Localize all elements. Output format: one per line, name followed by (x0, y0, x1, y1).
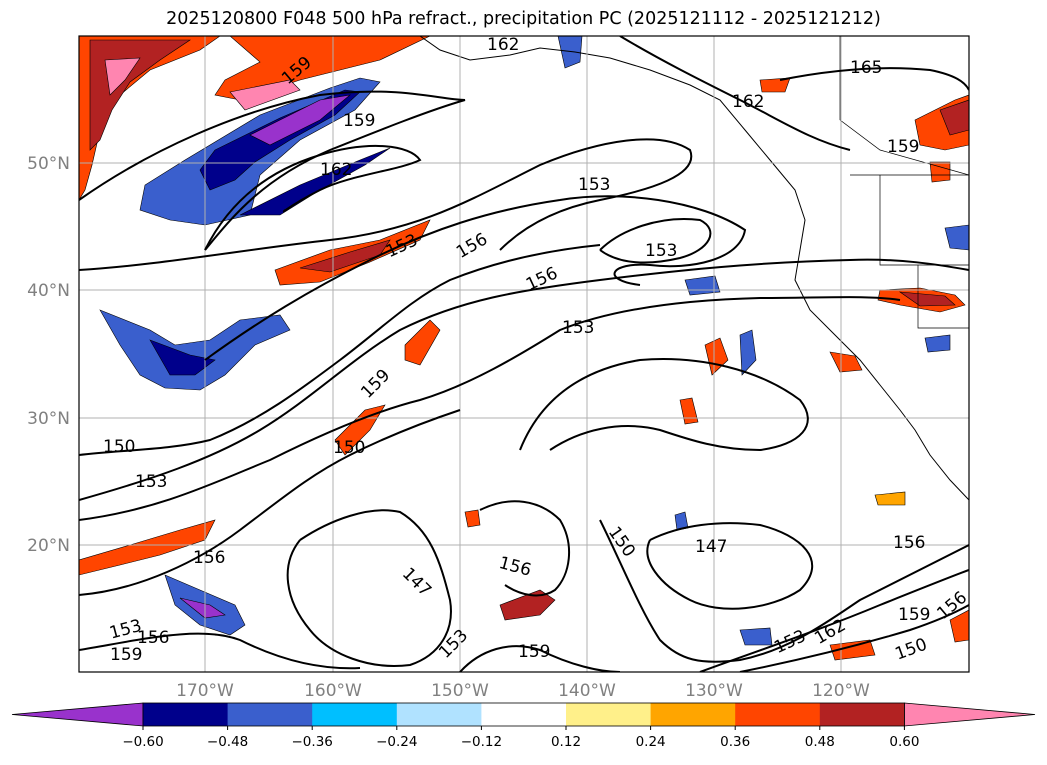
lat-label: 40°N (27, 281, 70, 301)
lat-label: 30°N (27, 409, 70, 429)
contour-label: 150 (103, 437, 135, 457)
colorbar-tick-label: 0.60 (889, 734, 919, 750)
gridlines (79, 36, 969, 672)
lat-label-group: 50°N 40°N 30°N 20°N (27, 154, 70, 556)
negative-field-e2 (739, 329, 757, 376)
refractivity-contours (79, 36, 969, 672)
contour-label: 156 (193, 548, 225, 568)
colorbar-extend-low (11, 702, 144, 727)
colorbar (11, 702, 1036, 727)
positive-field-nw2-peak (229, 79, 301, 111)
negative-field-sw-peak (179, 597, 226, 619)
positive-field-se2 (949, 609, 969, 643)
contour-label: 156 (137, 628, 169, 648)
colorbar-tick-label: −0.60 (122, 734, 163, 750)
map-title: 2025120800 F048 500 hPa refract., precip… (166, 9, 881, 29)
contour-label: 153 (135, 472, 167, 492)
colorbar-cell (143, 703, 229, 726)
positive-field-south (499, 589, 556, 621)
lon-label: 170°W (176, 681, 234, 701)
colorbar-cell (566, 703, 652, 726)
coastlines (419, 36, 969, 501)
lat-label: 20°N (27, 536, 70, 556)
lat-label: 50°N (27, 154, 70, 174)
positive-field-e4 (704, 337, 729, 376)
negative-field-west (99, 309, 291, 391)
colorbar-cell (481, 703, 567, 726)
colorbar-extend-high (904, 702, 1036, 727)
positive-field-se3 (874, 491, 906, 506)
contour-label: 159 (518, 642, 550, 662)
positive-field-nw-peak (104, 57, 141, 96)
contour-label: 150 (333, 438, 365, 458)
colorbar-tick-label: 0.36 (720, 734, 750, 750)
colorbar-cell (227, 703, 313, 726)
negative-field-e3 (924, 334, 951, 353)
lon-label: 160°W (304, 681, 362, 701)
colorbar-tick-group: −0.60 −0.48 −0.36 −0.24 −0.12 0.12 0.24 0.36 0.4… (122, 726, 919, 750)
positive-field-e3 (829, 351, 863, 373)
contour-label: 165 (850, 58, 882, 78)
colorbar-border (142, 702, 905, 727)
contour-label: 159 (110, 645, 142, 665)
colorbar-cell (650, 703, 736, 726)
colorbar-tick-label: 0.24 (636, 734, 666, 750)
colorbar-tick-label: −0.36 (292, 734, 333, 750)
contour-label: 162 (320, 160, 352, 180)
contour-label: 153 (645, 241, 677, 261)
contour-label: 162 (487, 35, 519, 55)
colorbar-tick-label: 0.12 (551, 734, 581, 750)
contour-label: 153 (562, 318, 594, 338)
colorbar-cell (735, 703, 821, 726)
map-frame (78, 35, 970, 673)
colorbar-tick-label: 0.48 (805, 734, 835, 750)
colorbar-cell (312, 703, 398, 726)
lon-label-group: 170°W 160°W 150°W 140°W 130°W 120°W (176, 681, 870, 701)
positive-field-3 (404, 319, 441, 366)
positive-field-ne-core (939, 99, 969, 136)
colorbar-tick-label: −0.48 (207, 734, 248, 750)
negative-field-e4 (944, 224, 969, 251)
colorbar-tick-label: −0.24 (376, 734, 417, 750)
lon-label: 140°W (558, 681, 616, 701)
contour-label: 147 (695, 537, 727, 557)
colorbar-cell (396, 703, 482, 726)
contour-label: 159 (887, 137, 919, 157)
positive-field-central-core (299, 239, 391, 273)
colorbar-cell (819, 703, 905, 726)
positive-field-e6 (759, 77, 791, 93)
shaded-fields (79, 36, 969, 661)
contour-label: 159 (898, 605, 930, 625)
contour-label: 159 (343, 111, 375, 131)
lon-label: 120°W (812, 681, 870, 701)
positive-field-e-coast-core (898, 291, 956, 307)
negative-field-se (739, 627, 773, 646)
lon-label: 130°W (685, 681, 743, 701)
contour-label: 156 (893, 533, 925, 553)
negative-field-north-edge (239, 147, 391, 216)
map-plot-area: 162 159 165 162 159 159 162 153 153 156 … (79, 35, 969, 672)
lon-label: 150°W (431, 681, 489, 701)
contour-label: 162 (732, 92, 764, 112)
positive-field-south2 (464, 509, 481, 528)
negative-field-n (557, 36, 583, 69)
negative-field-north-peak (249, 94, 352, 146)
colorbar-tick-label: −0.12 (461, 734, 502, 750)
contour-label: 153 (578, 175, 610, 195)
